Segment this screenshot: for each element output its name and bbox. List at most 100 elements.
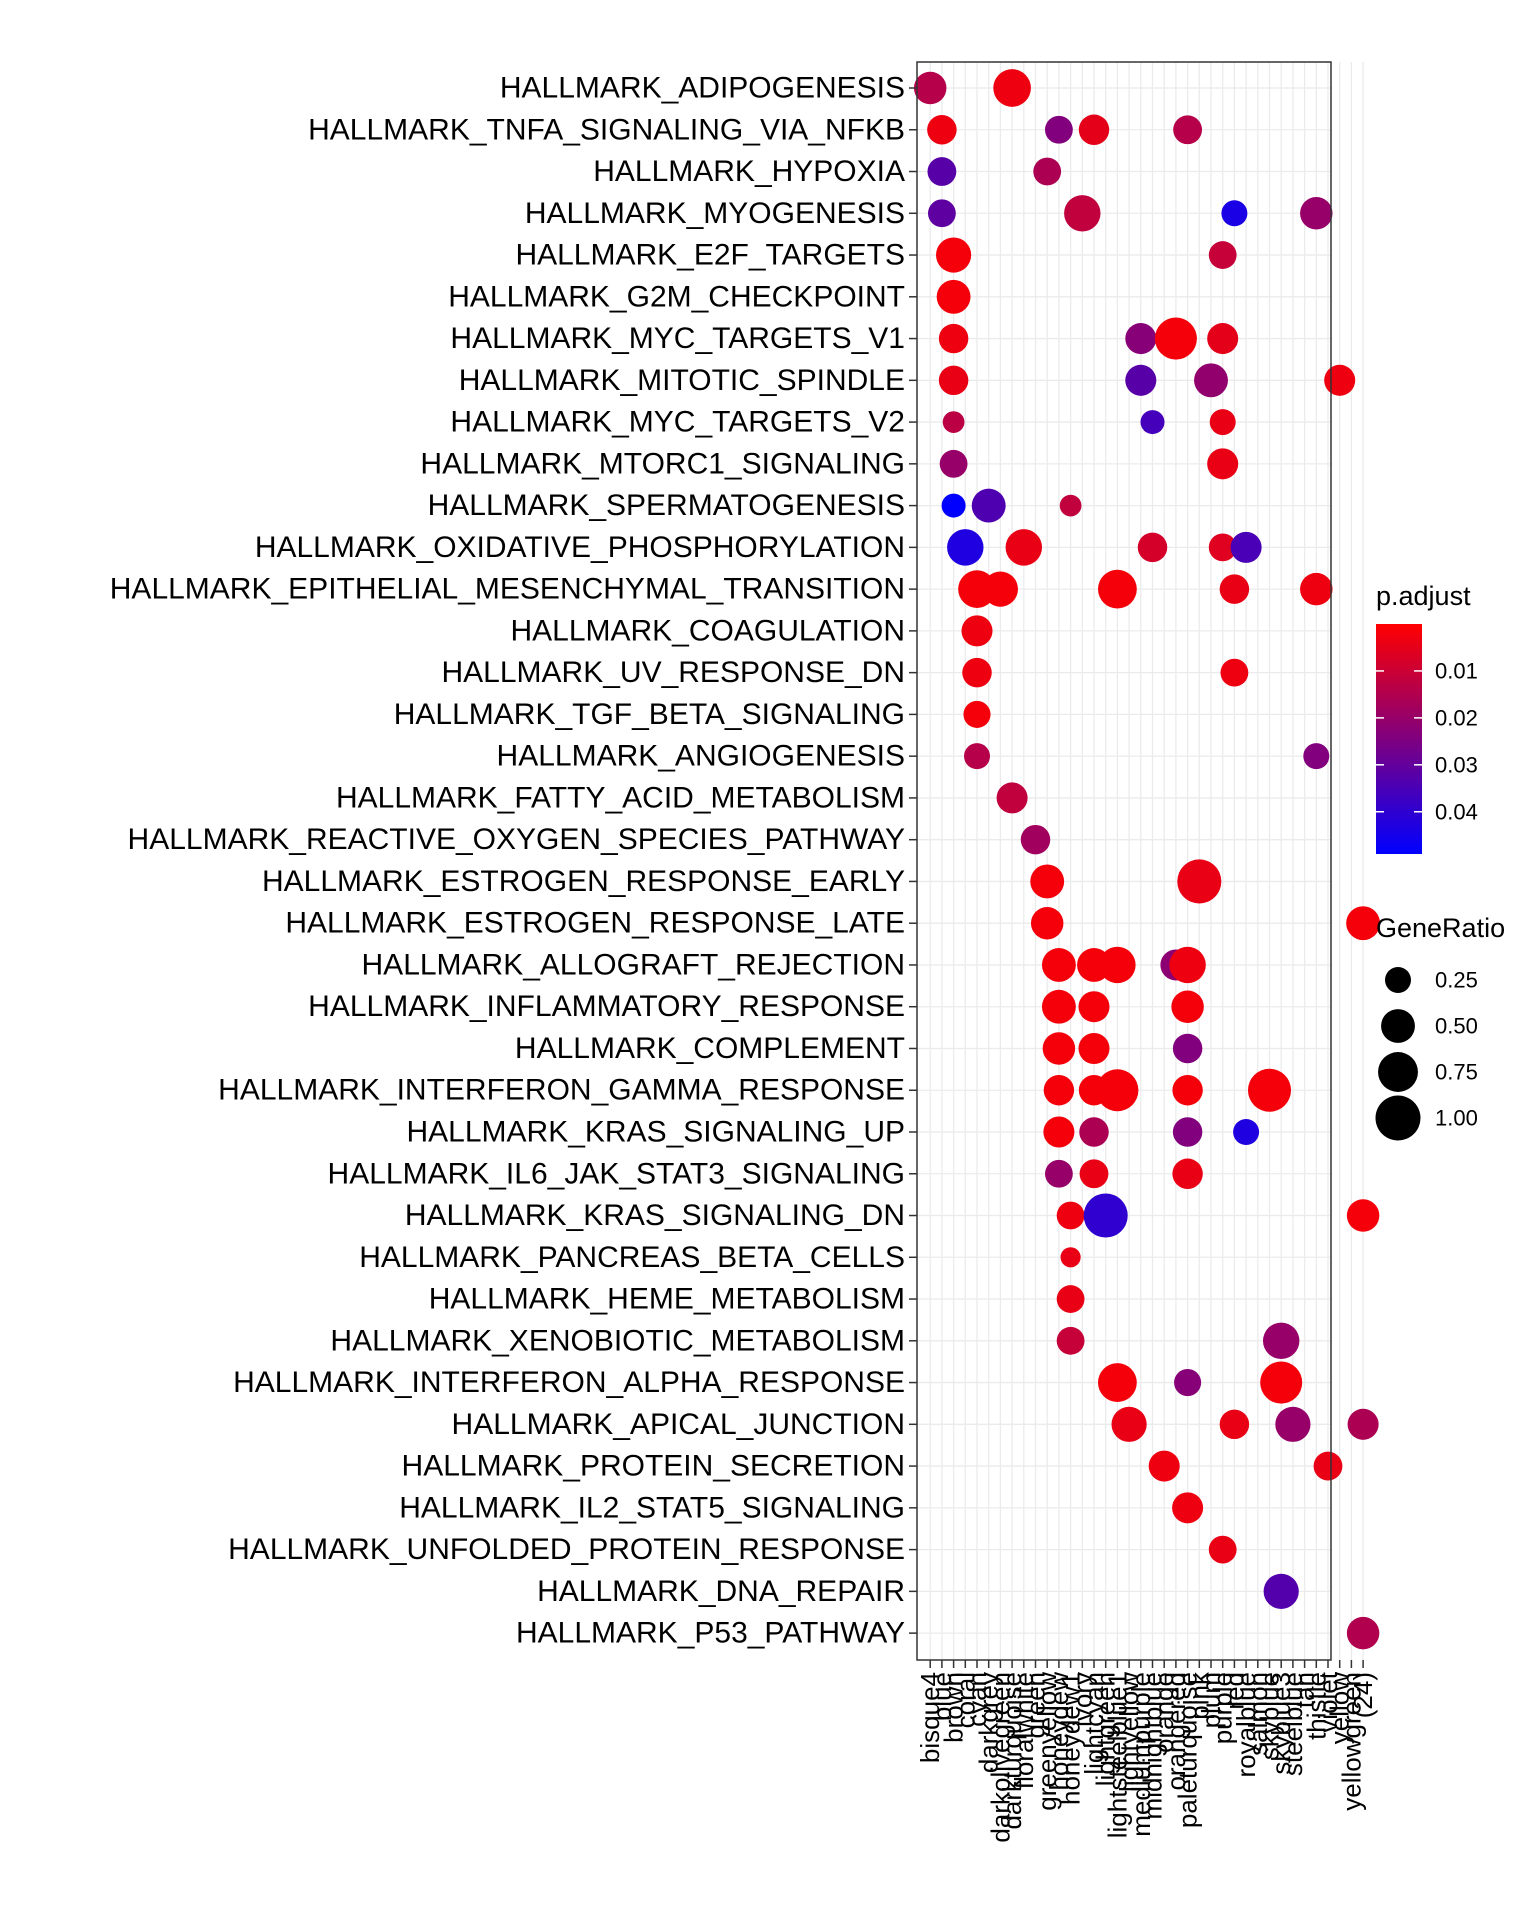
data-point — [1059, 494, 1082, 517]
y-tick-label: HALLMARK_SPERMATOGENESIS — [428, 489, 905, 522]
x-tick-label: midnightblue — [1138, 1672, 1168, 1819]
x-tick-label: ivory — [1067, 1672, 1097, 1727]
data-point — [1208, 533, 1237, 562]
data-point — [1208, 1535, 1237, 1564]
x-axis: bisque4bluebrowncoralcyandarkgreydarkoli… — [915, 1660, 1378, 1843]
y-tick-label: HALLMARK_COMPLEMENT — [515, 1032, 905, 1065]
y-tick-label: HALLMARK_HYPOXIA — [593, 155, 905, 188]
x-tick-label: plum — [1196, 1672, 1226, 1728]
data-point — [1173, 115, 1203, 145]
data-point — [1043, 1075, 1075, 1106]
x-tick-label: skyblue — [1255, 1672, 1285, 1760]
data-point — [1172, 1117, 1203, 1147]
x-tick-label: orange — [1149, 1672, 1179, 1753]
y-tick-label: HALLMARK_UNFOLDED_PROTEIN_RESPONSE — [228, 1533, 905, 1566]
data-point — [1313, 1451, 1343, 1481]
data-point — [1171, 990, 1204, 1023]
data-point — [1041, 948, 1076, 982]
y-tick-label: HALLMARK_REACTIVE_OXYGEN_SPECIES_PATHWAY — [128, 823, 905, 856]
data-point — [936, 237, 972, 273]
y-tick-label: HALLMARK_ANGIOGENESIS — [497, 740, 905, 773]
data-point — [1044, 115, 1073, 144]
data-point — [947, 529, 984, 566]
data-point — [1275, 1406, 1311, 1442]
y-tick-label: HALLMARK_MTORC1_SIGNALING — [420, 447, 905, 480]
x-tick-label: yellow — [1325, 1672, 1355, 1744]
data-point — [941, 493, 966, 518]
data-points — [913, 69, 1381, 1650]
data-point — [971, 488, 1006, 523]
color-legend-label: 0.01 — [1435, 658, 1478, 683]
data-point — [1194, 363, 1228, 398]
data-point — [982, 571, 1018, 607]
size-legend-label: 0.75 — [1435, 1060, 1478, 1085]
x-tick-label: lightsteelblue1 — [1102, 1672, 1132, 1838]
size-legend-label: 0.50 — [1435, 1014, 1478, 1039]
y-tick-label: HALLMARK_ADIPOGENESIS — [500, 72, 905, 105]
data-point — [1125, 364, 1157, 396]
data-point — [1219, 1409, 1250, 1440]
x-tick-label: lightcyan — [1079, 1672, 1109, 1775]
data-point — [963, 700, 991, 728]
y-tick-label: HALLMARK_XENOBIOTIC_METABOLISM — [330, 1324, 905, 1357]
data-point — [1140, 410, 1165, 435]
y-tick-label: HALLMARK_TGF_BETA_SIGNALING — [394, 698, 905, 731]
data-point — [1148, 1450, 1180, 1482]
y-tick-label: HALLMARK_PROTEIN_SECRETION — [402, 1450, 905, 1483]
color-legend-bar — [1376, 624, 1422, 854]
y-tick-label: HALLMARK_MYOGENESIS — [525, 197, 905, 230]
data-point — [1221, 200, 1248, 227]
data-point — [1346, 1199, 1380, 1232]
x-tick-label: lightgreen — [1091, 1672, 1121, 1786]
data-point — [1041, 989, 1076, 1024]
size-legend-key — [1378, 1052, 1418, 1092]
x-tick-label: red — [1219, 1672, 1249, 1710]
x-tick-label: lightyellow — [1114, 1672, 1144, 1792]
data-point — [1324, 364, 1356, 396]
data-point — [1300, 197, 1333, 230]
data-point — [1043, 1116, 1075, 1148]
data-point — [1172, 1075, 1203, 1106]
size-legend-key — [1381, 1009, 1415, 1043]
data-point — [1042, 1032, 1076, 1065]
data-point — [1033, 157, 1062, 186]
data-point — [1098, 1363, 1137, 1402]
color-legend-label: 0.03 — [1435, 752, 1478, 777]
data-point — [927, 199, 956, 228]
data-point — [1230, 531, 1262, 563]
data-point — [962, 657, 992, 688]
color-legend-label: 0.04 — [1435, 799, 1478, 824]
y-tick-label: HALLMARK_EPITHELIAL_MESENCHYMAL_TRANSITI… — [110, 573, 905, 606]
y-axis: HALLMARK_ADIPOGENESIS HALLMARK_TNFA_SIGNA… — [110, 72, 917, 1650]
x-tick-label: orangered — [1161, 1672, 1191, 1791]
y-tick-label: HALLMARK_FATTY_ACID_METABOLISM — [336, 781, 905, 814]
y-tick-label: HALLMARK_MITOTIC_SPINDLE — [459, 364, 905, 397]
data-point — [1079, 1159, 1109, 1189]
data-point — [1079, 1117, 1109, 1147]
data-point — [1030, 906, 1064, 940]
x-tick-label: darkgrey — [974, 1672, 1004, 1773]
y-tick-label: HALLMARK_KRAS_SIGNALING_DN — [405, 1199, 905, 1232]
x-tick-label: green — [1021, 1672, 1051, 1739]
x-tick-label: darkturquoise — [997, 1672, 1027, 1830]
data-point — [1209, 409, 1236, 436]
y-tick-label: HALLMARK_PANCREAS_BETA_CELLS — [359, 1241, 905, 1274]
y-tick-label: HALLMARK_IL6_JAK_STAT3_SIGNALING — [328, 1157, 905, 1190]
data-point — [1346, 906, 1381, 941]
x-tick-label: paleturquoise — [1173, 1672, 1203, 1828]
data-point — [1247, 1068, 1292, 1112]
data-point — [1174, 1369, 1202, 1397]
data-point — [1260, 1361, 1303, 1404]
y-tick-label: HALLMARK_P53_PATHWAY — [516, 1617, 905, 1650]
data-point — [938, 323, 969, 354]
y-tick-label: HALLMARK_HEME_METABOLISM — [429, 1283, 905, 1316]
data-point — [1220, 658, 1249, 687]
x-tick-label: pink — [1184, 1671, 1214, 1720]
data-point — [1177, 859, 1222, 904]
data-point — [1137, 532, 1168, 563]
data-point — [1060, 1247, 1081, 1268]
data-point — [1347, 1408, 1379, 1440]
data-point — [913, 71, 947, 105]
x-tick-label: skyblue3 — [1266, 1672, 1296, 1775]
data-point — [1172, 1492, 1204, 1524]
